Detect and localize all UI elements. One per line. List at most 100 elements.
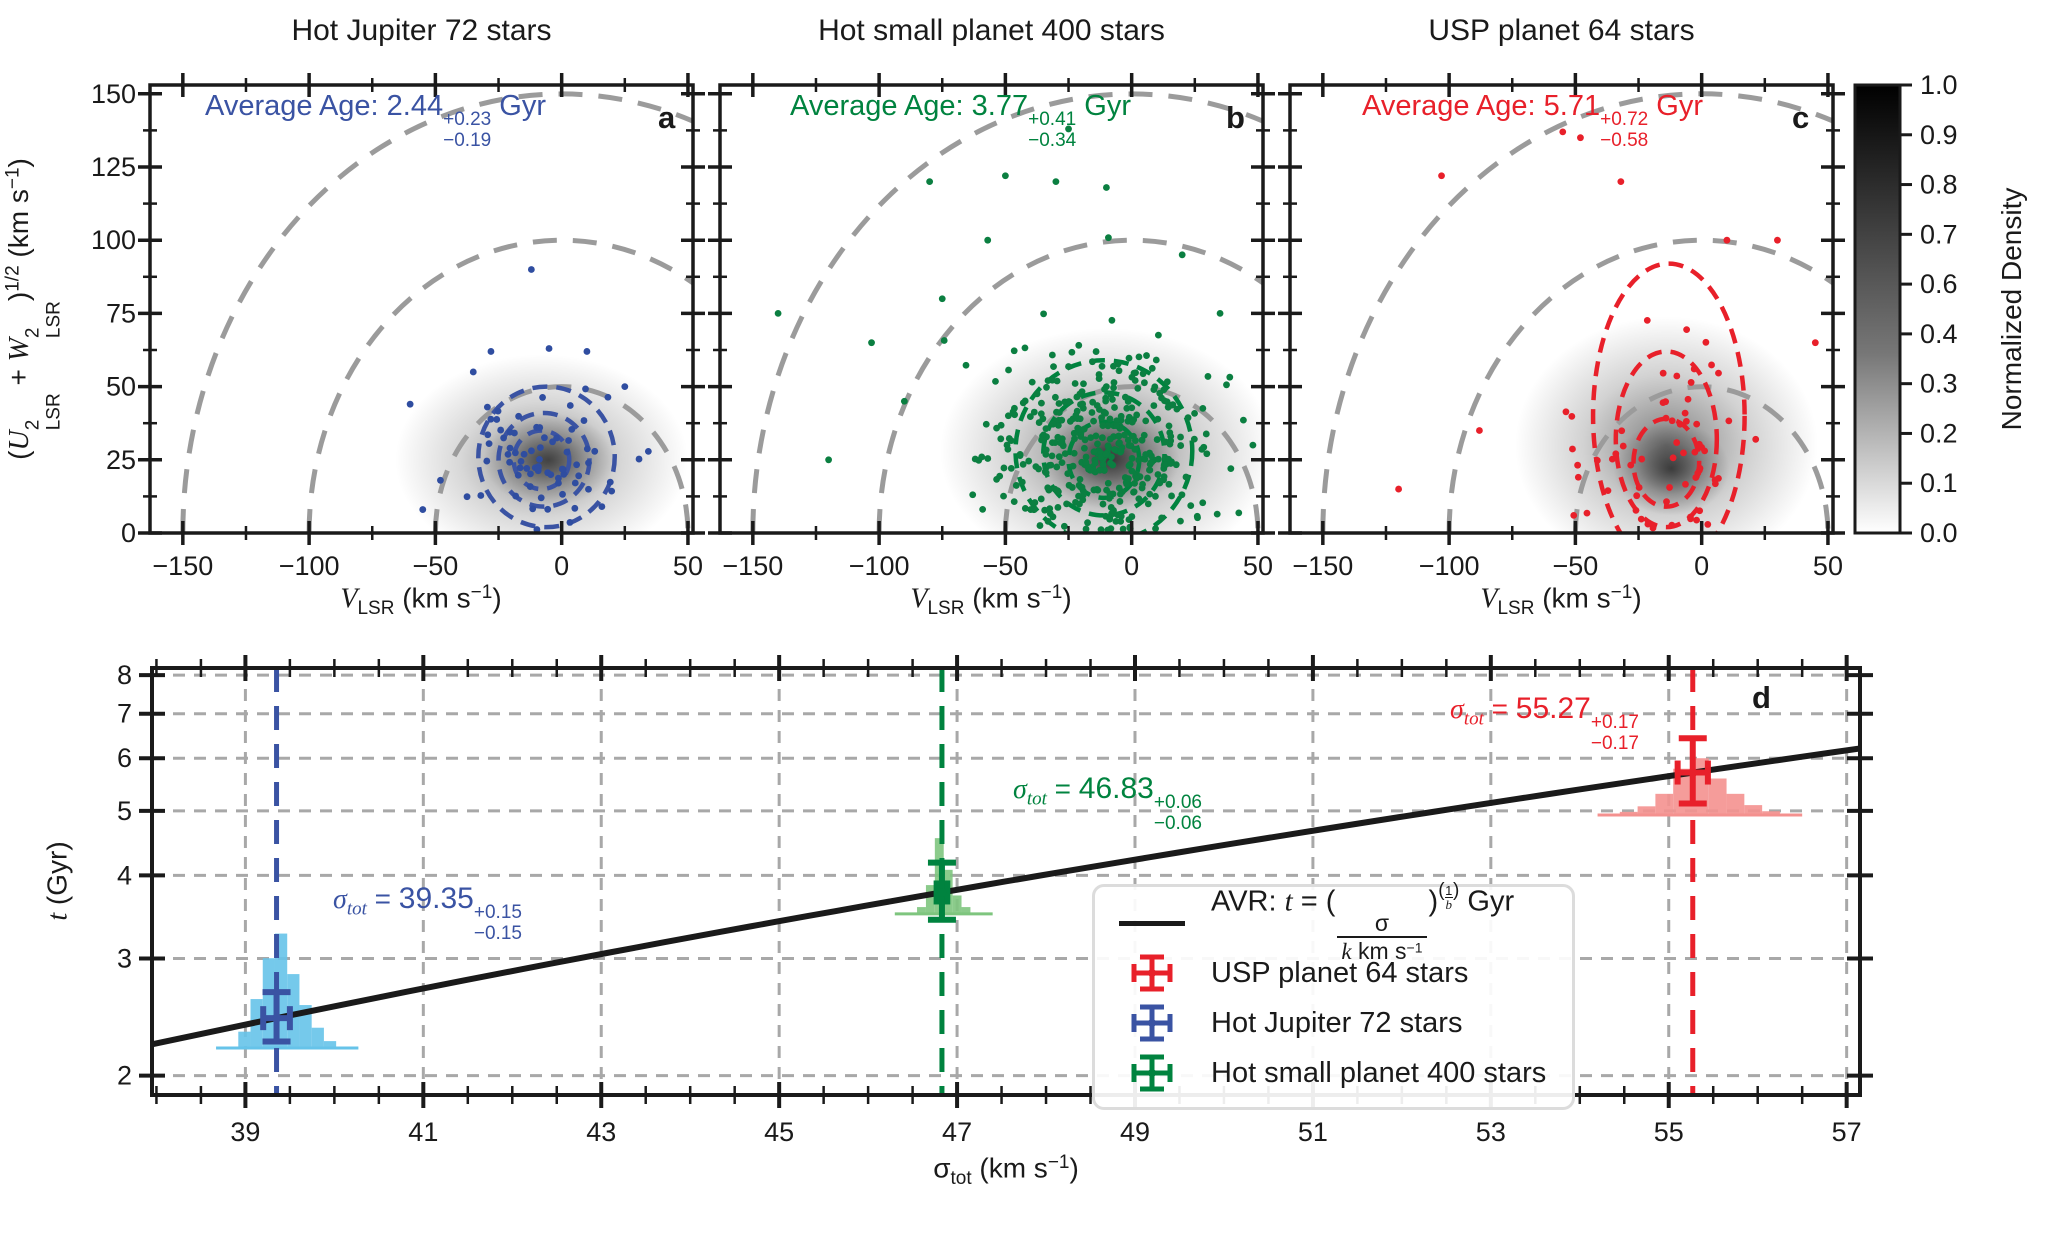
xlabel-units-exp: −1 — [1047, 1152, 1070, 1173]
svg-text:0: 0 — [554, 551, 569, 581]
svg-text:7: 7 — [117, 699, 132, 729]
xlabel-sub: tot — [950, 1168, 972, 1190]
age-err-plus: +0.23 — [443, 109, 492, 131]
age-err-plus: +0.41 — [1028, 109, 1077, 131]
sigma-sub: tot — [1463, 708, 1484, 730]
svg-text:−50: −50 — [412, 551, 458, 581]
svg-text:0.6: 0.6 — [1920, 269, 1958, 299]
errorbar-icon-green — [1115, 1051, 1189, 1095]
xlabel-sub: LSR — [927, 598, 965, 620]
svg-text:50: 50 — [1813, 551, 1843, 581]
svg-text:50: 50 — [106, 372, 136, 402]
avr-line-swatch — [1115, 920, 1189, 926]
age-annotation-usp: Average Age: 5.71 +0.72 −0.58 Gyr — [1362, 90, 1703, 152]
svg-text:−50: −50 — [982, 551, 1028, 581]
xlabel-units: (km s — [394, 582, 471, 614]
colorbar: 1.0 0.9 0.8 0.7 0.6 0.4 0.3 0.2 0.1 0.0 — [1853, 70, 1958, 548]
formula-exp-num: 1 — [1445, 882, 1453, 898]
sigma-symbol: σ — [333, 884, 347, 915]
sigma-err-plus: +0.06 — [1153, 792, 1202, 814]
formula-numerator: σ — [1374, 910, 1390, 937]
svg-text:0: 0 — [121, 518, 136, 548]
svg-text:51: 51 — [1298, 1117, 1328, 1147]
avr-x-axis-label: σtot (km s−1) — [933, 1152, 1079, 1190]
sigma-value: 39.35 — [398, 882, 474, 915]
xlabel-part: ) — [1632, 582, 1642, 614]
formula-exp-den: b — [1444, 896, 1454, 912]
ylabel-sq: 2 — [22, 327, 44, 339]
legend: AVR: t = (σ k km s−1)(1 b) Gyr USP planet … — [1092, 880, 1576, 1110]
formula-den-units: km s — [1351, 938, 1407, 965]
formula-exp-open: ( — [1438, 880, 1445, 902]
svg-text:0.2: 0.2 — [1920, 418, 1958, 448]
svg-text:50: 50 — [1243, 551, 1273, 581]
errorbar-icon-red — [1115, 951, 1189, 995]
sigma-err-minus: −0.06 — [1153, 813, 1202, 835]
toomre-x-axis-label-b: VLSR (km s−1) — [910, 582, 1071, 620]
toomre-x-axis-label-c: VLSR (km s−1) — [1480, 582, 1641, 620]
svg-text:53: 53 — [1476, 1117, 1506, 1147]
sigma-err-plus: +0.17 — [1590, 712, 1639, 734]
sigma-value: 46.83 — [1078, 772, 1154, 805]
avr-y-axis-label: t (Gyr) — [42, 841, 75, 920]
panel-a-letter: a — [658, 100, 676, 135]
sigma-value: 55.27 — [1515, 692, 1591, 725]
svg-text:1.0: 1.0 — [1920, 70, 1958, 100]
legend-avr-formula: AVR: t = (σ k km s−1)(1 b) Gyr — [1211, 880, 1514, 966]
svg-text:57: 57 — [1832, 1117, 1862, 1147]
age-annotation-hot-jupiter: Average Age: 2.44 +0.23 −0.19 Gyr — [205, 90, 546, 152]
svg-text:0: 0 — [1694, 551, 1709, 581]
ylabel-w: W — [4, 338, 36, 362]
ylabel-lsr: LSR — [43, 393, 65, 431]
svg-text:−100: −100 — [279, 551, 340, 581]
sigma-symbol: σ — [1450, 694, 1464, 725]
legend-label-usp: USP planet 64 stars — [1211, 956, 1469, 989]
legend-row-hot-jupiter: Hot Jupiter 72 stars — [1115, 1001, 1546, 1045]
sigma-sub: tot — [1026, 788, 1047, 810]
sigma-annotation-hot-jupiter: σtot = 39.35 +0.15 −0.15 — [333, 882, 522, 945]
svg-text:0.8: 0.8 — [1920, 170, 1958, 200]
toomre-panel-b: −150 −100 −50 0 50 — [708, 73, 1275, 581]
svg-text:−150: −150 — [1292, 551, 1353, 581]
svg-text:0: 0 — [1124, 551, 1139, 581]
svg-text:75: 75 — [106, 298, 136, 328]
svg-text:0.1: 0.1 — [1920, 468, 1958, 498]
ylabel-u: U — [4, 430, 36, 451]
ylabel-part: ) — [3, 291, 35, 302]
legend-row-usp: USP planet 64 stars — [1115, 951, 1546, 995]
age-value: 5.71 — [1543, 90, 1601, 122]
ylabel-units: (Gyr) — [41, 841, 73, 913]
svg-text:−50: −50 — [1552, 551, 1598, 581]
svg-text:2: 2 — [117, 1061, 132, 1091]
xlabel-sigma: σ — [933, 1152, 951, 1184]
age-prefix: Average Age: — [205, 90, 387, 122]
svg-text:6: 6 — [117, 743, 132, 773]
legend-row-hot-small: Hot small planet 400 stars — [1115, 1051, 1546, 1095]
svg-text:5: 5 — [117, 796, 132, 826]
formula-k: k — [1341, 939, 1352, 965]
svg-text:3: 3 — [117, 943, 132, 973]
black-line-icon — [1119, 920, 1185, 926]
age-prefix: Average Age: — [790, 90, 972, 122]
formula-name: AVR: — [1211, 885, 1285, 918]
panel-a-title: Hot Jupiter 72 stars — [291, 14, 552, 47]
xlabel-units-exp: −1 — [470, 582, 493, 603]
age-value: 3.77 — [971, 90, 1029, 122]
svg-text:8: 8 — [117, 660, 132, 690]
svg-text:−150: −150 — [152, 551, 213, 581]
svg-text:125: 125 — [91, 152, 136, 182]
sigma-annotation-hot-small: σtot = 46.83 +0.06 −0.06 — [1013, 772, 1202, 835]
toomre-y-axis-label: (U 2 LSR + W 2 LSR)1/2 (km s−1) — [3, 158, 66, 460]
xlabel-v: V — [340, 583, 358, 615]
age-err-minus: −0.19 — [443, 130, 492, 152]
legend-row-avr: AVR: t = (σ k km s−1)(1 b) Gyr — [1115, 880, 1546, 964]
ylabel-plus: + — [3, 361, 35, 394]
svg-text:0.3: 0.3 — [1920, 369, 1958, 399]
svg-text:150: 150 — [91, 79, 136, 109]
sigma-symbol: σ — [1013, 774, 1027, 805]
xlabel-units: (km s — [971, 1152, 1048, 1184]
sigma-err-plus: +0.15 — [473, 902, 522, 924]
age-prefix: Average Age: — [1362, 90, 1544, 122]
age-err-plus: +0.72 — [1600, 109, 1649, 131]
